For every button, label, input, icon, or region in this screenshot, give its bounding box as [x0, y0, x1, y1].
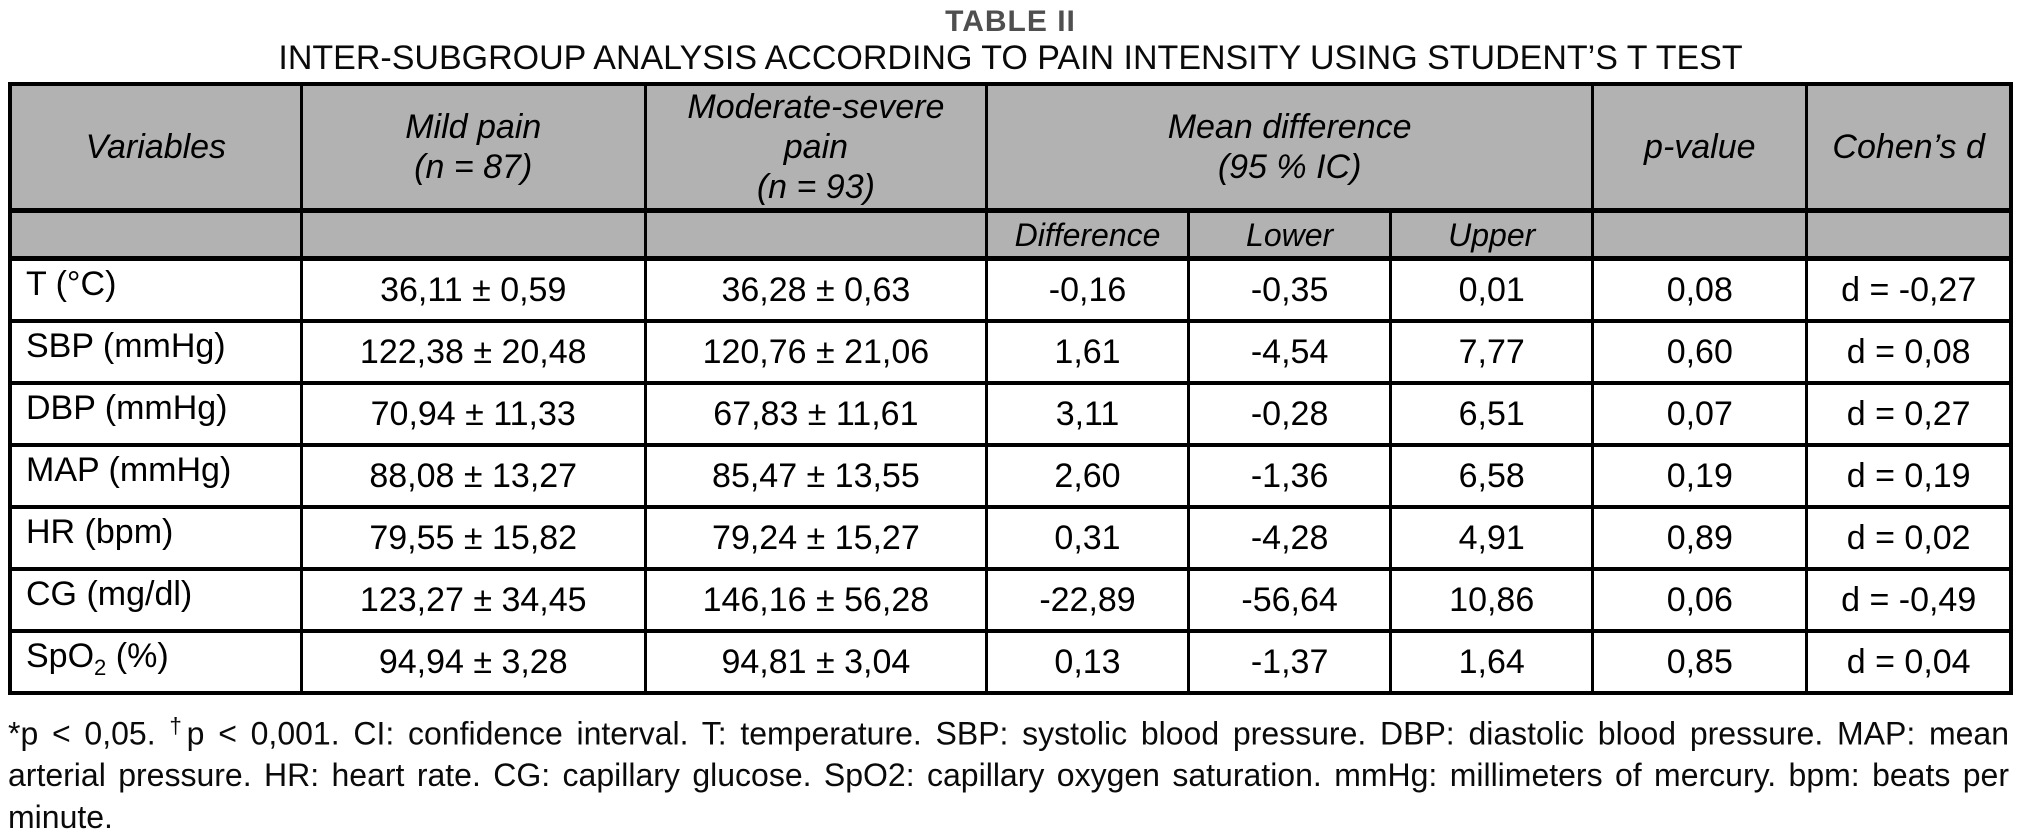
- cell-upper: 7,77: [1389, 318, 1595, 385]
- footnote-segment-2: p < 0,001. CI: confidence interval. T: t…: [8, 715, 2010, 832]
- cell-difference: 0,13: [984, 628, 1191, 695]
- cell-lower: -1,36: [1187, 442, 1393, 509]
- table-row: SBP (mmHg) 122,38 ± 20,48 120,76 ± 21,06…: [8, 318, 2013, 385]
- table-row: MAP (mmHg) 88,08 ± 13,27 85,47 ± 13,55 2…: [8, 442, 2013, 509]
- table-row: DBP (mmHg) 70,94 ± 11,33 67,83 ± 11,61 3…: [8, 380, 2013, 447]
- cell-upper: 10,86: [1389, 566, 1595, 633]
- footnote: *p < 0,05. †p < 0,001. CI: confidence in…: [8, 705, 2009, 832]
- cell-p-value: 0,06: [1591, 566, 1809, 633]
- col-header-cohens-d: Cohen’s d: [1805, 82, 2013, 213]
- cell-lower: -1,37: [1187, 628, 1393, 695]
- cell-lower: -0,35: [1187, 256, 1393, 323]
- dagger-symbol: †: [169, 712, 187, 738]
- variable-label: HR (bpm): [26, 512, 174, 551]
- table-row: HR (bpm) 79,55 ± 15,82 79,24 ± 15,27 0,3…: [8, 504, 2013, 571]
- cell-cohens-d: d = -0,27: [1805, 256, 2013, 323]
- cell-upper: 6,58: [1389, 442, 1595, 509]
- cell-variable: CG (mg/dl): [8, 566, 303, 633]
- cell-mild-pain: 88,08 ± 13,27: [299, 442, 647, 509]
- cell-cohens-d: d = 0,04: [1805, 628, 2013, 695]
- variable-subscript: 2: [94, 654, 107, 680]
- variable-label: T (°C): [26, 264, 117, 303]
- variable-label: CG (mg/dl): [26, 574, 193, 613]
- cell-cohens-d: d = 0,02: [1805, 504, 2013, 571]
- cell-variable: SBP (mmHg): [8, 318, 303, 385]
- cell-upper: 1,64: [1389, 628, 1595, 695]
- footnote-segment-1: *p < 0,05.: [8, 715, 170, 752]
- table-row: CG (mg/dl) 123,27 ± 34,45 146,16 ± 56,28…: [8, 566, 2013, 633]
- cell-p-value: 0,07: [1591, 380, 1809, 447]
- cell-difference: 2,60: [984, 442, 1191, 509]
- variable-label: SBP (mmHg): [26, 326, 226, 365]
- cell-upper: 4,91: [1389, 504, 1595, 571]
- cell-cohens-d: d = 0,08: [1805, 318, 2013, 385]
- subheader-empty-cell: [299, 208, 647, 261]
- cell-variable: T (°C): [8, 256, 303, 323]
- table-subtitle: INTER-SUBGROUP ANALYSIS ACCORDING TO PAI…: [278, 39, 1743, 77]
- cell-p-value: 0,19: [1591, 442, 1809, 509]
- cell-variable: HR (bpm): [8, 504, 303, 571]
- cell-p-value: 0,89: [1591, 504, 1809, 571]
- subheader-upper: Upper: [1389, 208, 1595, 261]
- cell-difference: 0,31: [984, 504, 1191, 571]
- variable-suffix: (%): [106, 636, 169, 675]
- cell-mild-pain: 79,55 ± 15,82: [299, 504, 647, 571]
- cell-lower: -56,64: [1187, 566, 1393, 633]
- cell-moderate-severe-pain: 67,83 ± 11,61: [643, 380, 988, 447]
- table-row: SpO2 (%) 94,94 ± 3,28 94,81 ± 3,04 0,13 …: [8, 628, 2013, 695]
- cell-mild-pain: 70,94 ± 11,33: [299, 380, 647, 447]
- table-body: T (°C) 36,11 ± 0,59 36,28 ± 0,63 -0,16 -…: [8, 256, 2013, 695]
- cell-mild-pain: 36,11 ± 0,59: [299, 256, 647, 323]
- header-row: Variables Mild pain (n = 87) Moderate-se…: [8, 82, 2013, 213]
- col-header-p-value: p-value: [1591, 82, 1809, 213]
- subheader-row: Difference Lower Upper: [8, 208, 2013, 261]
- cell-lower: -4,54: [1187, 318, 1393, 385]
- cell-moderate-severe-pain: 146,16 ± 56,28: [643, 566, 988, 633]
- variable-label: SpO: [26, 636, 95, 675]
- cell-mild-pain: 122,38 ± 20,48: [299, 318, 647, 385]
- subheader-difference: Difference: [984, 208, 1191, 261]
- cell-variable: DBP (mmHg): [8, 380, 303, 447]
- cell-moderate-severe-pain: 79,24 ± 15,27: [643, 504, 988, 571]
- variable-label: MAP (mmHg): [26, 450, 232, 489]
- col-header-variables: Variables: [8, 82, 303, 213]
- col-header-moderate-severe-pain: Moderate-severe pain (n = 93): [643, 82, 988, 213]
- cell-moderate-severe-pain: 36,28 ± 0,63: [643, 256, 988, 323]
- cell-difference: -22,89: [984, 566, 1191, 633]
- cell-mild-pain: 94,94 ± 3,28: [299, 628, 647, 695]
- cell-difference: -0,16: [984, 256, 1191, 323]
- subheader-empty-cell: [1591, 208, 1809, 261]
- col-header-mild-pain: Mild pain (n = 87): [299, 82, 647, 213]
- cell-mild-pain: 123,27 ± 34,45: [299, 566, 647, 633]
- cell-upper: 0,01: [1389, 256, 1595, 323]
- cell-moderate-severe-pain: 94,81 ± 3,04: [643, 628, 988, 695]
- cell-lower: -4,28: [1187, 504, 1393, 571]
- cell-cohens-d: d = 0,27: [1805, 380, 2013, 447]
- subheader-empty-cell: [8, 208, 303, 261]
- cell-variable: SpO2 (%): [8, 628, 303, 695]
- cell-difference: 3,11: [984, 380, 1191, 447]
- cell-lower: -0,28: [1187, 380, 1393, 447]
- table-title: TABLE II: [945, 5, 1076, 38]
- cell-upper: 6,51: [1389, 380, 1595, 447]
- cell-moderate-severe-pain: 85,47 ± 13,55: [643, 442, 988, 509]
- cell-p-value: 0,60: [1591, 318, 1809, 385]
- subheader-empty-cell: [1805, 208, 2013, 261]
- cell-p-value: 0,85: [1591, 628, 1809, 695]
- data-table: Variables Mild pain (n = 87) Moderate-se…: [8, 82, 2013, 695]
- col-header-mean-difference: Mean difference (95 % IC): [984, 82, 1595, 213]
- table-row: T (°C) 36,11 ± 0,59 36,28 ± 0,63 -0,16 -…: [8, 256, 2013, 323]
- variable-label: DBP (mmHg): [26, 388, 228, 427]
- subheader-empty-cell: [643, 208, 988, 261]
- cell-cohens-d: d = 0,19: [1805, 442, 2013, 509]
- cell-cohens-d: d = -0,49: [1805, 566, 2013, 633]
- cell-variable: MAP (mmHg): [8, 442, 303, 509]
- cell-difference: 1,61: [984, 318, 1191, 385]
- cell-moderate-severe-pain: 120,76 ± 21,06: [643, 318, 988, 385]
- cell-p-value: 0,08: [1591, 256, 1809, 323]
- subheader-lower: Lower: [1187, 208, 1393, 261]
